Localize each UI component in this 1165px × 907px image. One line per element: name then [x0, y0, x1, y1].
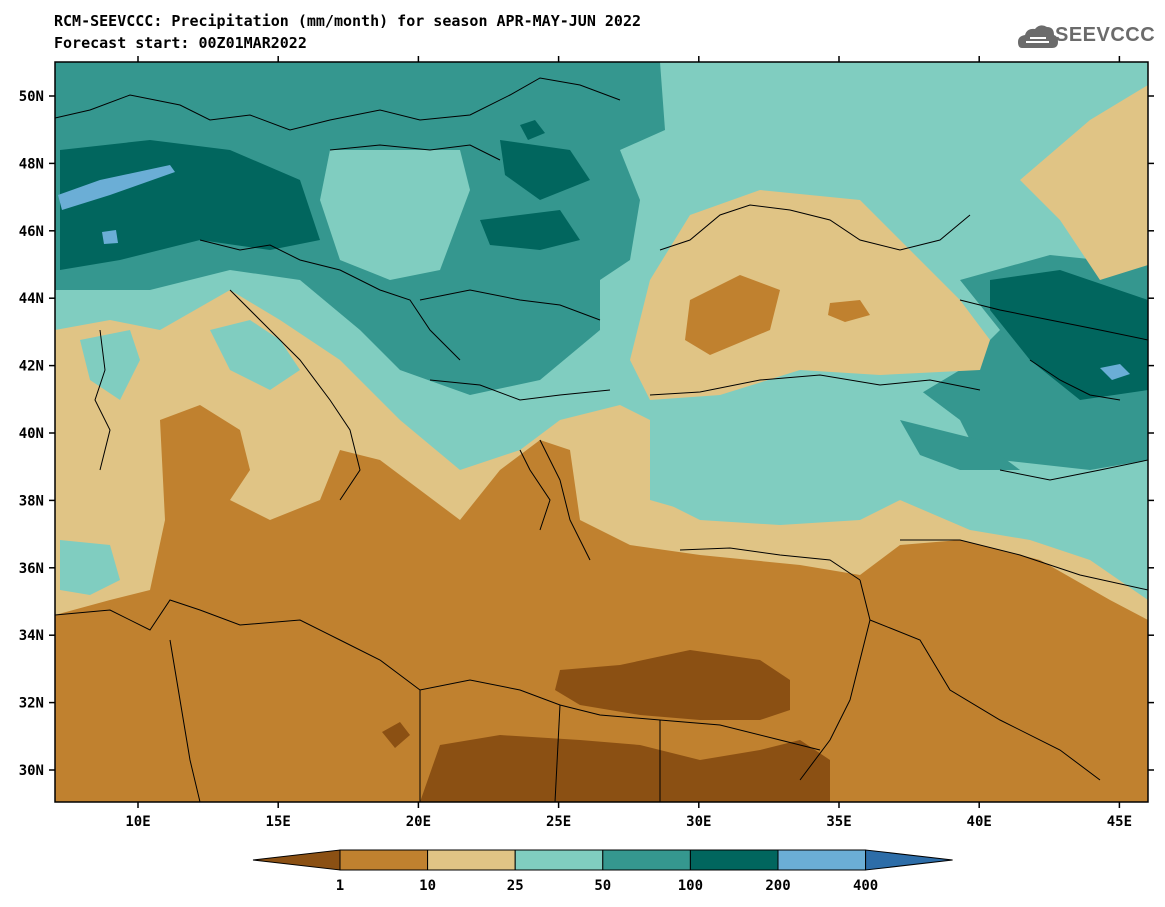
colorbar-level-label: 10: [419, 878, 436, 894]
colorbar-bin: [339, 849, 429, 871]
colorbar-level-label: 25: [507, 878, 524, 894]
colorbar-bin: [689, 849, 779, 871]
map-title: RCM-SEEVCCC: Precipitation (mm/month) fo…: [54, 12, 641, 30]
colorbar-level-label: 1: [336, 878, 344, 894]
lon-tick-label: 20E: [406, 814, 431, 830]
lat-tick-label: 36N: [19, 561, 44, 577]
colorbar-level-label: 200: [765, 878, 790, 894]
lon-tick-label: 30E: [686, 814, 711, 830]
colorbar-bin: [777, 849, 867, 871]
precipitation-field: [55, 62, 1148, 802]
lat-tick-label: 40N: [19, 426, 44, 442]
lat-tick-label: 34N: [19, 628, 44, 644]
colorbar-max-arrow: [865, 849, 953, 871]
lat-tick-label: 30N: [19, 763, 44, 779]
colorbar-level-label: 50: [594, 878, 611, 894]
lat-tick-label: 38N: [19, 493, 44, 509]
lat-tick-label: 48N: [19, 156, 44, 172]
lon-tick-label: 35E: [826, 814, 851, 830]
lat-tick-label: 42N: [19, 359, 44, 375]
lon-tick-label: 10E: [125, 814, 150, 830]
lon-tick-label: 15E: [266, 814, 291, 830]
lon-tick-label: 40E: [967, 814, 992, 830]
colorbar-min-arrow: [252, 849, 341, 871]
cloud-icon: [1018, 25, 1058, 48]
colorbar-bin: [602, 849, 691, 871]
colorbar: 1 10 25 50 100 200 400: [252, 849, 953, 894]
colorbar-bin: [427, 849, 516, 871]
colorbar-level-label: 400: [853, 878, 878, 894]
map-frame: [54, 61, 1149, 803]
colorbar-level-label: 100: [678, 878, 703, 894]
forecast-start-label: Forecast start: 00Z01MAR2022: [54, 34, 307, 52]
lat-tick-label: 44N: [19, 291, 44, 307]
latitude-axis: 50N 48N 46N 44N 42N 40N 38N 36N 34N 32N 30N: [19, 89, 1154, 779]
seevccc-logo: SEEVCCC: [1055, 24, 1156, 46]
lat-tick-label: 32N: [19, 696, 44, 712]
lat-tick-label: 50N: [19, 89, 44, 105]
lon-tick-label: 25E: [546, 814, 571, 830]
lon-tick-label: 45E: [1107, 814, 1132, 830]
country-borders: [55, 77, 1148, 802]
longitude-axis: 10E 15E 20E 25E 30E 35E 40E 45E: [125, 56, 1132, 830]
colorbar-bin: [514, 849, 604, 871]
lat-tick-label: 46N: [19, 224, 44, 240]
